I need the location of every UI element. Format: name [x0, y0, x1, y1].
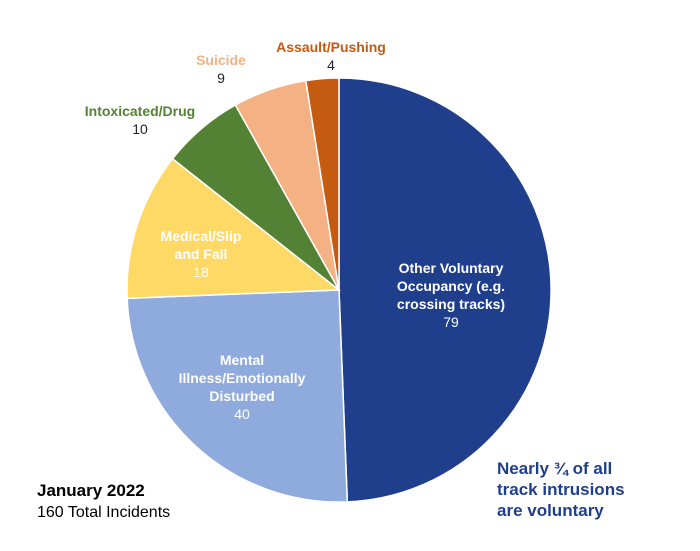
slice-label-other-voluntary: Other Voluntary Occupancy (e.g. crossing… [397, 260, 505, 330]
pie-slice-medical-slip [126, 157, 342, 300]
label-line: Mental [220, 352, 264, 368]
value-label: 9 [217, 70, 225, 86]
label-line: Assault/Pushing [276, 39, 386, 55]
value-label: 18 [193, 264, 209, 280]
value-label: 40 [234, 406, 250, 422]
label-line: Medical/Slip [161, 228, 242, 244]
label-line: Intoxicated/Drug [85, 103, 195, 119]
label-line: Illness/Emotionally [179, 370, 306, 386]
pie-slice-other-voluntary [338, 77, 552, 503]
label-line: and Fall [175, 246, 228, 262]
value-label: 10 [132, 121, 148, 137]
value-label: 4 [327, 57, 335, 73]
total-incidents: 160 Total Incidents [37, 504, 171, 521]
note-line: are voluntary [497, 501, 604, 520]
label-line: Occupancy (e.g. [397, 278, 505, 294]
pie-slice-assault [304, 77, 340, 291]
slice-label-medical-slip: Medical/Slip and Fall 18 [161, 228, 242, 280]
chart-footer: January 2022 160 Total Incidents [37, 480, 170, 524]
label-line: crossing tracks) [397, 296, 505, 312]
pie-slice-mental-illness [126, 289, 349, 503]
slice-label-intoxicated: Intoxicated/Drug 10 [85, 103, 195, 137]
voluntary-note: Nearly ¾ of all track intrusions are vol… [497, 458, 667, 521]
note-line: track intrusions [497, 480, 625, 499]
label-line: Disturbed [209, 388, 274, 404]
period-label: January 2022 [37, 481, 145, 500]
label-line: Other Voluntary [399, 260, 504, 276]
value-label: 79 [443, 314, 459, 330]
slice-label-mental-illness: Mental Illness/Emotionally Disturbed 40 [179, 352, 306, 422]
slice-label-suicide: Suicide 9 [196, 52, 246, 86]
label-line: Suicide [196, 52, 246, 68]
slice-label-assault: Assault/Pushing 4 [276, 39, 386, 73]
note-line: Nearly ¾ of all [497, 459, 613, 478]
